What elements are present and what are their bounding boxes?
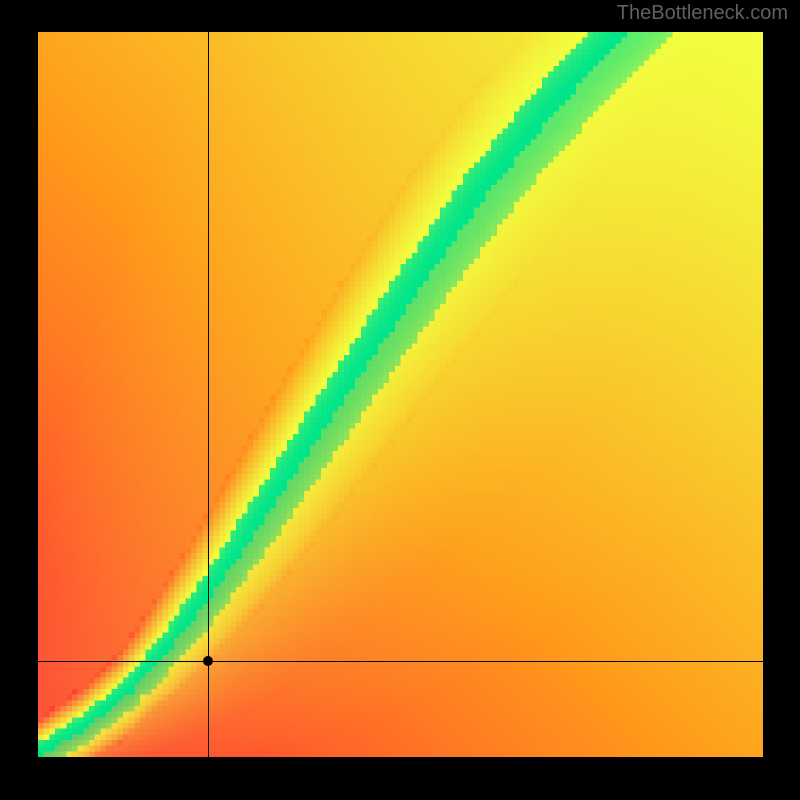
crosshair-horizontal — [38, 661, 763, 662]
watermark-text: TheBottleneck.com — [617, 2, 788, 25]
crosshair-vertical — [208, 32, 209, 757]
heatmap-canvas — [38, 32, 763, 757]
heatmap-plot — [38, 32, 763, 757]
selection-marker — [203, 656, 213, 666]
